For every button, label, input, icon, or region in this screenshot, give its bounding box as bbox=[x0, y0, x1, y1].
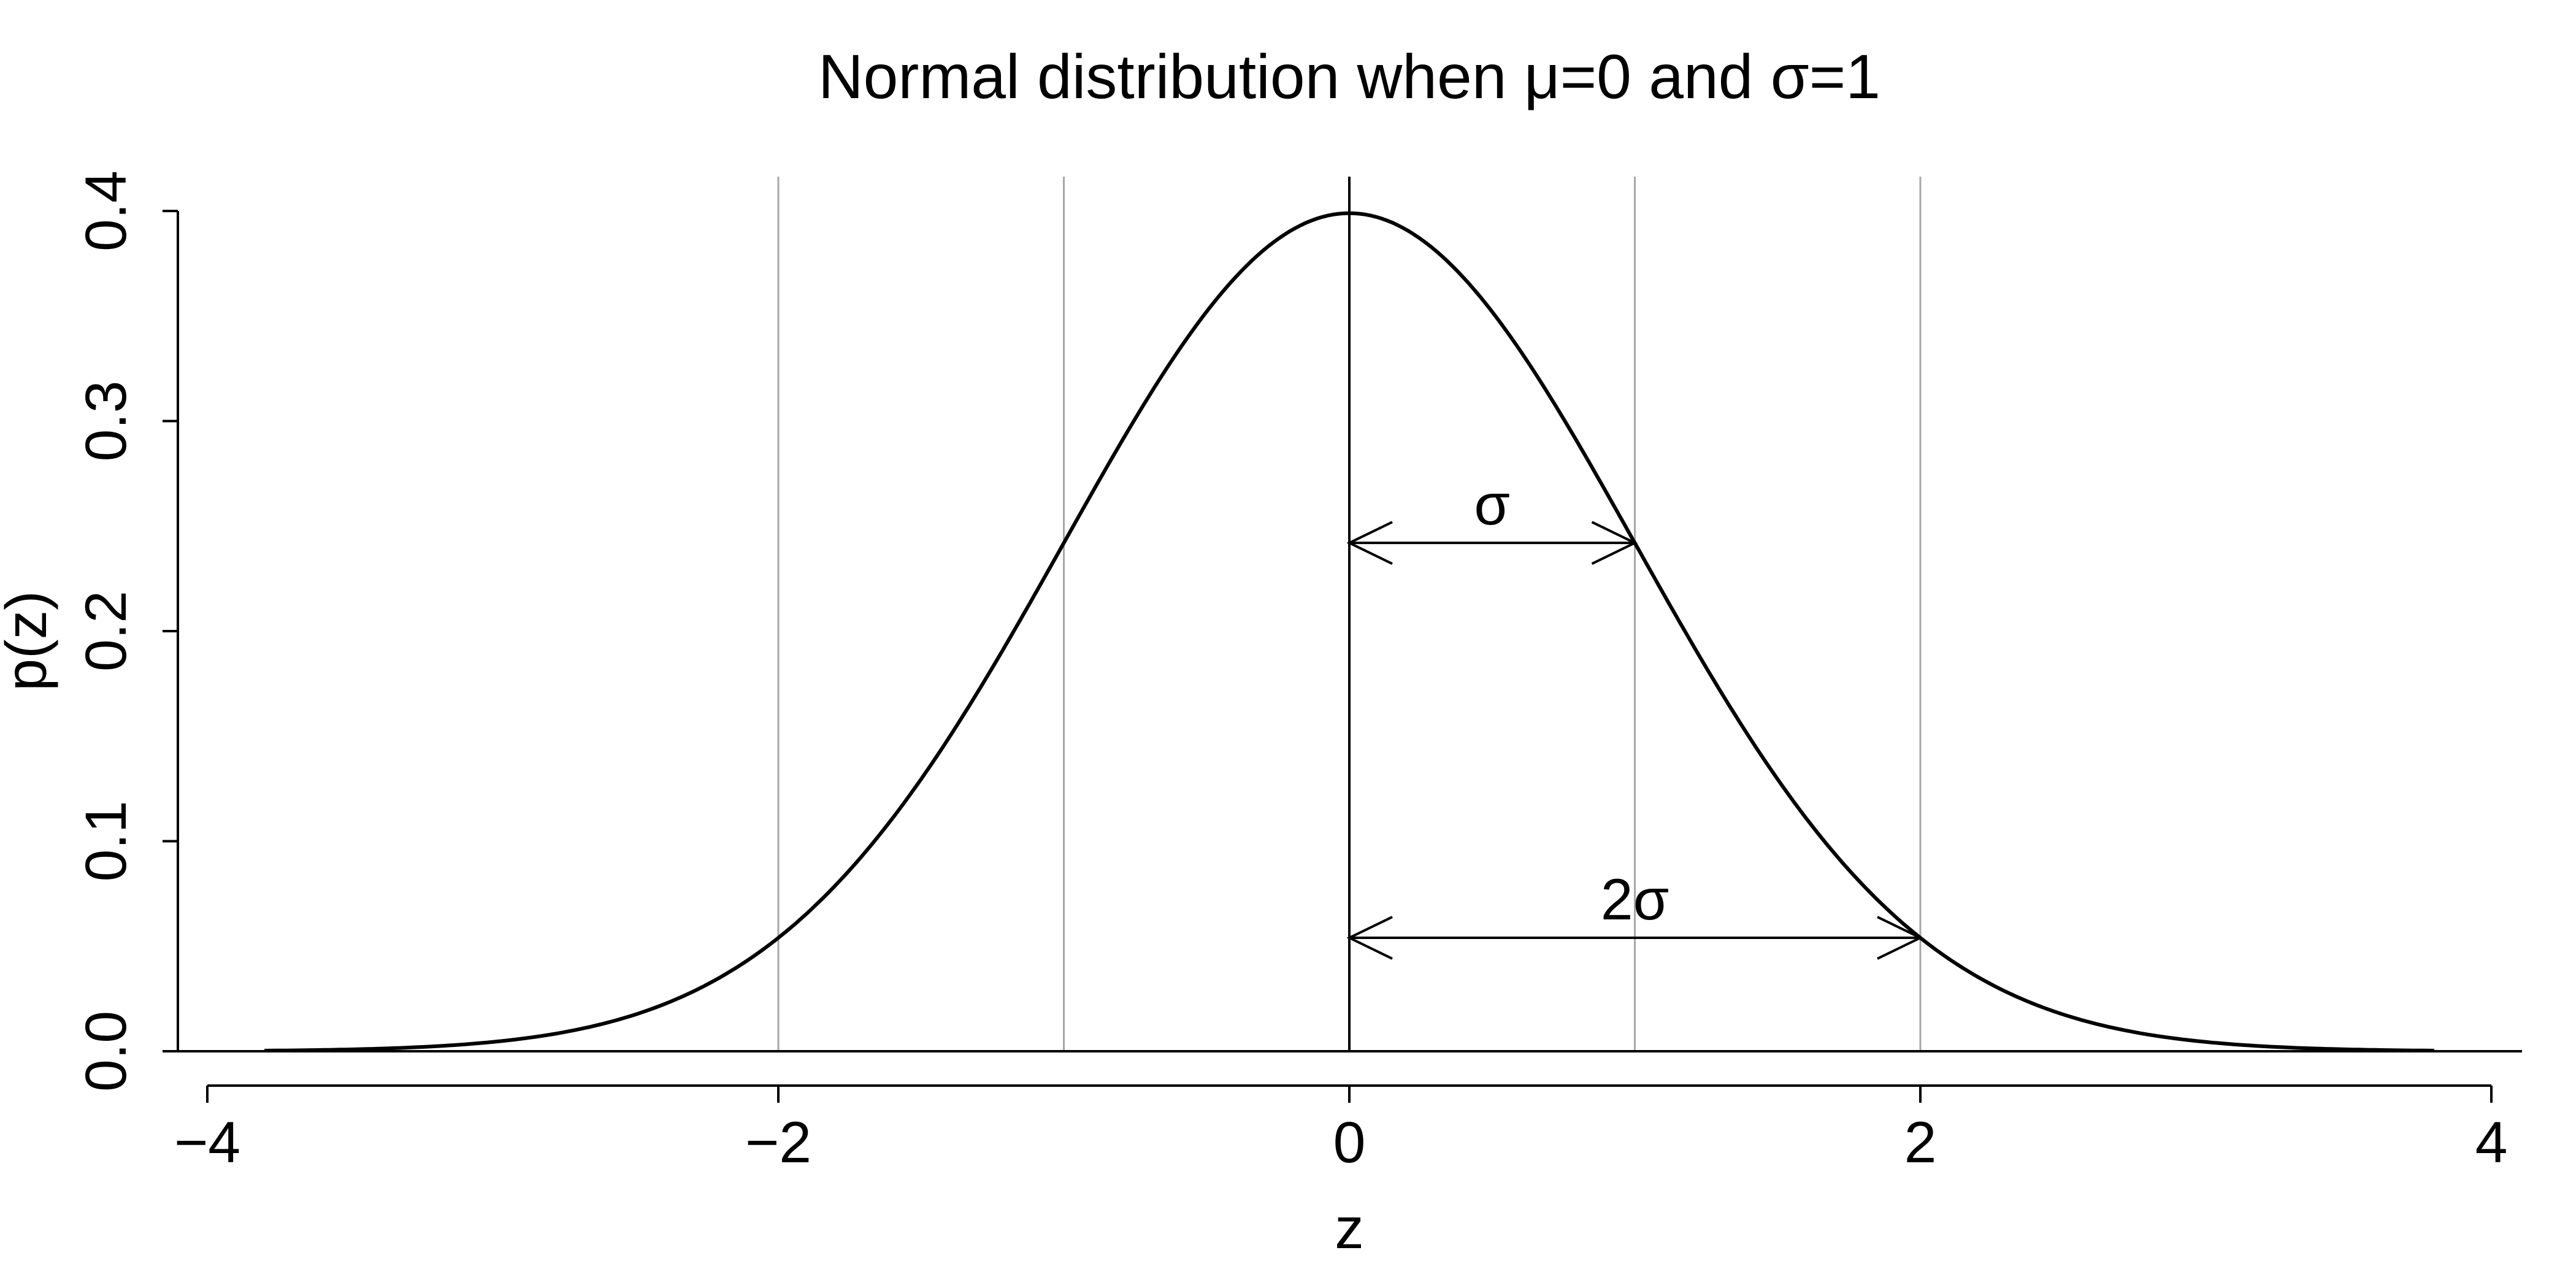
x-axis-label: z bbox=[1335, 1196, 1364, 1261]
density-curve bbox=[264, 211, 2434, 1052]
axes-layer: 0.0 0.1 0.2 0.3 0.4 −4 −2 0 2 4 bbox=[74, 171, 2522, 1175]
x-tick-label: 2 bbox=[1904, 1110, 1937, 1175]
y-tick-label: 0.4 bbox=[74, 171, 139, 251]
chart-title: Normal distribution when μ=0 and σ=1 bbox=[818, 42, 1880, 112]
two-sigma-arrow: 2σ bbox=[1346, 867, 1923, 960]
x-tick-label: 0 bbox=[1333, 1110, 1366, 1175]
sigma-label: σ bbox=[1474, 472, 1510, 537]
grid-layer bbox=[777, 177, 1922, 1051]
arrow-head-left bbox=[1346, 916, 1393, 960]
x-tick-label: −4 bbox=[174, 1110, 240, 1175]
y-axis-label: p(z) bbox=[0, 591, 59, 691]
arrow-head-left bbox=[1346, 521, 1393, 565]
y-tick-label: 0.2 bbox=[74, 591, 139, 672]
x-tick-label: 4 bbox=[2475, 1110, 2508, 1175]
y-tick-label: 0.1 bbox=[74, 800, 139, 881]
annotation-layer: σ 2σ bbox=[1346, 472, 1923, 960]
x-tick-label: −2 bbox=[745, 1110, 811, 1175]
arrow-head-right bbox=[1591, 521, 1638, 565]
two-sigma-label: 2σ bbox=[1601, 867, 1669, 932]
series-layer bbox=[264, 211, 2434, 1052]
sigma-arrow: σ bbox=[1346, 472, 1638, 565]
y-tick-label: 0.3 bbox=[74, 380, 139, 461]
arrow-head-right bbox=[1877, 916, 1923, 960]
y-tick-label: 0.0 bbox=[74, 1011, 139, 1092]
